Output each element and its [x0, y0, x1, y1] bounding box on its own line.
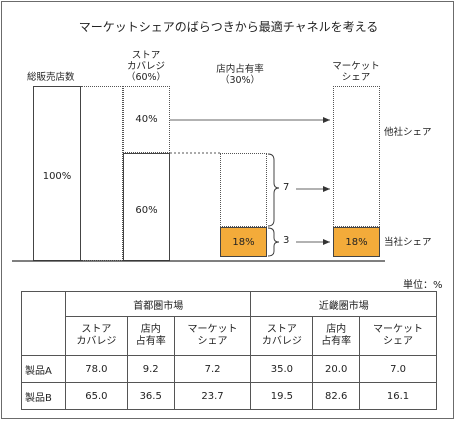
column-header: 店内 占有率	[312, 316, 361, 356]
own-share-label: 当社シェア	[384, 237, 432, 248]
bar2-label-line3: （60%）	[125, 72, 167, 83]
other-share-label: 他社シェア	[384, 127, 432, 138]
bar-market-own	[333, 227, 380, 257]
column-header: ストア カバレジ	[250, 316, 314, 356]
region1-header: 首都圏市場	[64, 291, 252, 317]
bar3-label-line1: 店内占有率	[216, 64, 264, 75]
table-cell: 7.2	[173, 355, 252, 383]
table-cell: 7.0	[359, 355, 437, 383]
brace-upper	[267, 153, 280, 227]
table-cell: 78.0	[65, 355, 128, 383]
diagram-lines	[12, 117, 385, 262]
table-cell: 16.1	[359, 382, 437, 410]
table-cell: 65.0	[65, 382, 128, 410]
table-cell: 36.5	[126, 382, 175, 410]
bar2-label-line1: ストア	[131, 50, 161, 61]
row-label: 製品B	[21, 382, 66, 410]
corner-cell	[21, 291, 66, 356]
bar-coverage-uncovered	[123, 86, 170, 153]
brace-upper-value: 7	[283, 182, 290, 193]
data-table: 首都圏市場 近畿圏市場 ストア カバレジ 店内 占有率 マーケット シェア ストア カバ…	[21, 291, 437, 410]
column-header: 店内 占有率	[126, 316, 175, 356]
bar4-value: 18%	[345, 237, 368, 248]
bar-instore-own	[220, 227, 267, 257]
bar4-label-line2: シェア	[341, 72, 371, 83]
bar-instore-other	[220, 153, 267, 227]
bar1-value: 100%	[42, 171, 72, 182]
table-cell: 35.0	[250, 355, 314, 383]
table-row: 製品B 65.0 36.5 23.7 19.5 82.6 16.1	[21, 382, 437, 410]
table-cell: 9.2	[126, 355, 175, 383]
figure-title: マーケットシェアのばらつきから最適チャネルを考える	[78, 20, 379, 34]
unit-label: 単位：%	[403, 280, 443, 291]
brace-lower-value: 3	[283, 235, 290, 246]
bar2-label-line2: カバレジ	[126, 61, 165, 72]
bar3-value: 18%	[232, 237, 255, 248]
brace-lower	[267, 227, 280, 257]
column-header: マーケット シェア	[359, 316, 437, 356]
table-row: 製品A 78.0 9.2 7.2 35.0 20.0 7.0	[21, 355, 437, 383]
bar2-bottom-value: 60%	[135, 205, 158, 216]
row-label: 製品A	[21, 355, 66, 383]
region2-header: 近畿圏市場	[250, 291, 437, 317]
table-cell: 19.5	[250, 382, 314, 410]
bar1-label: 総販売店数	[27, 72, 75, 83]
table-cell: 23.7	[173, 382, 252, 410]
bar4-label-line1: マーケット	[332, 61, 380, 72]
bar-market-other	[333, 86, 380, 227]
bar2-top-value: 40%	[135, 114, 158, 125]
column-header: マーケット シェア	[173, 316, 252, 356]
column-header: ストア カバレジ	[65, 316, 128, 356]
bar3-label-line2: （30%）	[219, 75, 261, 86]
table-cell: 20.0	[312, 355, 361, 383]
table-cell: 82.6	[312, 382, 361, 410]
